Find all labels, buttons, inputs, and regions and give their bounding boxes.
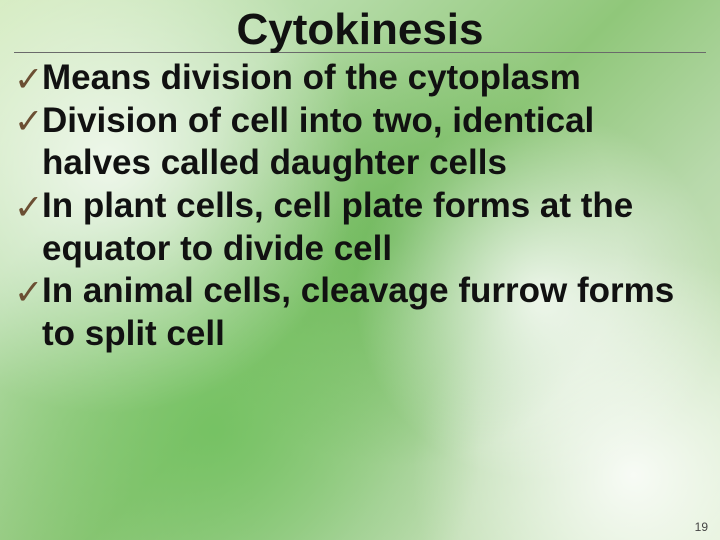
checkmark-icon: ✓ (14, 272, 43, 315)
checkmark-icon: ✓ (14, 59, 43, 102)
bullet-item: ✓ In animal cells, cleavage furrow forms… (14, 270, 706, 355)
bullet-item: ✓ Division of cell into two, identical h… (14, 100, 706, 185)
bullet-text: In plant cells, cell plate forms at the … (42, 186, 633, 268)
bullet-item: ✓ In plant cells, cell plate forms at th… (14, 185, 706, 270)
slide-title: Cytokinesis (14, 8, 706, 53)
bullet-list: ✓ Means division of the cytoplasm ✓ Divi… (14, 57, 706, 356)
page-number: 19 (695, 520, 708, 534)
checkmark-icon: ✓ (14, 187, 43, 230)
slide: Cytokinesis ✓ Means division of the cyto… (0, 0, 720, 540)
bullet-text: In animal cells, cleavage furrow forms t… (42, 271, 674, 353)
bullet-text: Means division of the cytoplasm (42, 58, 581, 97)
bullet-item: ✓ Means division of the cytoplasm (14, 57, 706, 100)
checkmark-icon: ✓ (14, 101, 43, 144)
bullet-text: Division of cell into two, identical hal… (42, 101, 594, 183)
